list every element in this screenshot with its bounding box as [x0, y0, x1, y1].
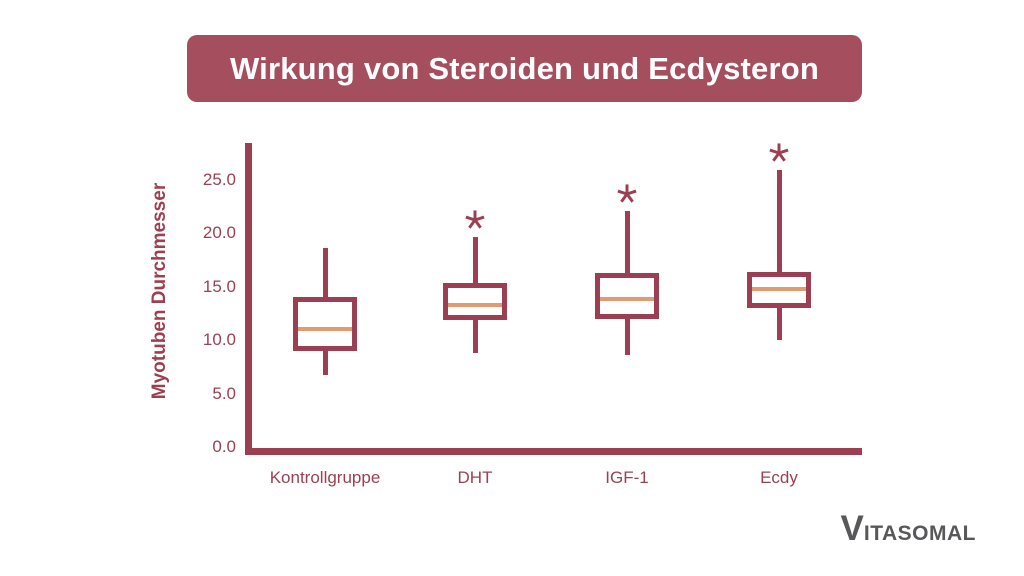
y-axis-label: Myotuben Durchmesser	[149, 182, 170, 400]
y-tick-label: 10.0	[202, 330, 236, 349]
whisker-upper-igf-1	[624, 210, 630, 273]
whisker-upper-dht	[472, 237, 478, 284]
box-dht	[443, 283, 507, 320]
x-label-dht: DHT	[457, 468, 493, 487]
whisker-upper-ecdy	[776, 169, 782, 272]
x-label-igf-1: IGF-1	[605, 468, 649, 487]
median-kontrollgruppe	[298, 327, 352, 332]
y-tick-label: 25.0	[202, 169, 236, 189]
median-igf-1	[600, 297, 654, 302]
chart-title-banner: Wirkung von Steroiden und Ecdysteron	[187, 35, 862, 102]
median-ecdy	[752, 286, 806, 291]
chart-title: Wirkung von Steroiden und Ecdysteron	[229, 50, 820, 86]
y-tick-label: 20.0	[202, 223, 236, 242]
x-axis-line	[245, 448, 862, 455]
logo-text: ITASOMAL	[863, 522, 976, 545]
logo-initial: V	[840, 509, 864, 548]
star-icon	[465, 210, 485, 229]
x-label-kontrollgruppe: Kontrollgruppe	[269, 468, 381, 487]
vitasomal-logo: V ITASOMAL	[841, 511, 976, 546]
box-kontrollgruppe	[293, 297, 357, 351]
star-icon	[769, 143, 789, 162]
star-icon	[617, 183, 637, 203]
y-tick-label: 15.0	[202, 276, 236, 296]
significance-star-igf-1	[616, 183, 638, 205]
significance-star-ecdy	[768, 142, 790, 164]
box-igf-1	[595, 272, 659, 319]
whisker-lower-dht	[472, 319, 478, 353]
whisker-upper-kontrollgruppe	[322, 247, 328, 298]
x-label-ecdy: Ecdy	[760, 468, 798, 487]
whisker-lower-igf-1	[624, 318, 630, 355]
y-axis-line	[245, 143, 252, 455]
median-dht	[448, 302, 502, 307]
y-tick-label: 0.0	[212, 437, 236, 456]
whisker-lower-ecdy	[776, 307, 782, 340]
y-tick-label: 5.0	[212, 383, 236, 403]
whisker-lower-kontrollgruppe	[322, 350, 328, 376]
significance-star-dht	[464, 209, 486, 231]
